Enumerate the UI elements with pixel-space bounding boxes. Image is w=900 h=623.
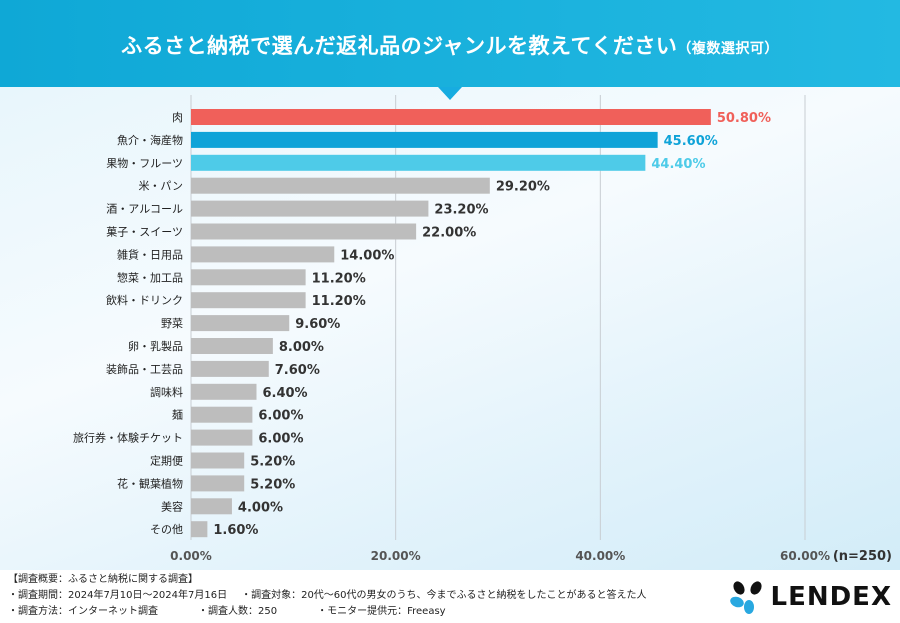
data-label: 6.40% <box>262 386 307 401</box>
data-label: 8.00% <box>279 340 324 355</box>
x-tick-label: 60.00% <box>780 549 830 563</box>
data-label: 29.20% <box>496 180 550 195</box>
title-subtitle: （複数選択可） <box>677 41 779 57</box>
bar <box>191 429 253 446</box>
category-label: 魚介・海産物 <box>117 133 183 147</box>
bar <box>191 177 490 194</box>
footer-heading: 【調査概要：ふるさと納税に関する調査】 <box>8 574 198 585</box>
title-text: ふるさと納税で選んだ返礼品のジャンルを教えてください <box>121 34 678 58</box>
survey-footer: 【調査概要：ふるさと納税に関する調査】 ・調査期間：2024年7月10日～202… <box>0 570 900 623</box>
bar <box>191 338 273 354</box>
category-label: 美容 <box>161 499 183 513</box>
data-label: 6.00% <box>258 432 303 447</box>
bar <box>191 383 257 400</box>
data-label: 23.20% <box>434 203 488 218</box>
sample-size-note: (n=250) <box>833 549 892 564</box>
bar <box>191 498 232 515</box>
bar <box>191 109 711 125</box>
bar <box>191 223 417 240</box>
data-label: 22.00% <box>422 226 476 241</box>
category-label: 雑貨・日用品 <box>117 247 183 261</box>
bar <box>191 292 306 309</box>
data-label: 6.00% <box>258 409 303 424</box>
category-label: 調味料 <box>150 385 183 399</box>
bar <box>191 360 269 377</box>
survey-provider: ・モニター提供元：Freeasy <box>317 606 446 617</box>
category-label: 肉 <box>172 111 183 124</box>
bar <box>191 475 245 492</box>
survey-target: ・調査対象：20代～60代の男女のうち、今までふるさと納税をしたことがあると答え… <box>241 590 647 601</box>
bar <box>191 246 335 263</box>
bar <box>191 521 208 538</box>
category-label: 卵・乳製品 <box>128 339 183 353</box>
category-label: 装飾品・工芸品 <box>106 363 183 376</box>
bar <box>191 131 658 148</box>
data-label: 5.20% <box>250 455 295 470</box>
category-label: 飲料・ドリンク <box>106 293 183 307</box>
x-tick-label: 20.00% <box>371 549 421 563</box>
category-label: 定期便 <box>150 454 183 468</box>
category-label: 旅行券・体験チケット <box>73 431 183 445</box>
bar <box>191 406 253 423</box>
data-label: 1.60% <box>213 523 258 538</box>
survey-period: ・調査期間：2024年7月10日～2024年7月16日 <box>8 590 228 601</box>
bar <box>191 269 306 286</box>
category-label: 酒・アルコール <box>106 203 183 216</box>
survey-method: ・調査方法：インターネット調査 <box>8 606 158 617</box>
x-tick-label: 0.00% <box>170 549 212 563</box>
data-label: 44.40% <box>651 157 705 172</box>
bar <box>191 154 646 171</box>
lendex-logo: LENDEX <box>729 580 892 614</box>
data-label: 5.20% <box>250 477 295 492</box>
bar <box>191 200 429 217</box>
banner-pointer <box>438 87 462 100</box>
logo-text: LENDEX <box>770 582 892 612</box>
bar <box>191 315 290 332</box>
data-label: 11.20% <box>312 271 366 286</box>
data-label: 4.00% <box>238 500 283 515</box>
category-label: 果物・フルーツ <box>106 156 183 170</box>
category-label: 米・パン <box>138 180 183 193</box>
category-label: 麺 <box>172 409 183 422</box>
chart-title: ふるさと納税で選んだ返礼品のジャンルを教えてください（複数選択可） <box>0 30 900 60</box>
data-label: 11.20% <box>312 294 366 309</box>
logo-mark-icon <box>729 581 762 614</box>
data-label: 50.80% <box>717 111 771 126</box>
bar-chart: 0.00% 20.00% 40.00% 60.00% (n=250) 肉 50.80% 魚介・… <box>73 95 892 564</box>
data-label: 45.60% <box>664 134 718 149</box>
bar <box>191 452 245 469</box>
data-label: 14.00% <box>340 248 394 263</box>
title-banner: ふるさと納税で選んだ返礼品のジャンルを教えてください（複数選択可） <box>0 0 900 87</box>
data-label: 9.60% <box>295 317 340 332</box>
category-label: 惣菜・加工品 <box>117 270 183 284</box>
category-label: その他 <box>150 523 183 536</box>
x-tick-label: 40.00% <box>575 549 625 563</box>
category-label: 菓子・スイーツ <box>106 226 183 239</box>
category-label: 花・観葉植物 <box>117 476 183 490</box>
survey-count: ・調査人数：250 <box>198 606 278 617</box>
data-label: 7.60% <box>275 363 320 378</box>
category-label: 野菜 <box>161 317 183 330</box>
